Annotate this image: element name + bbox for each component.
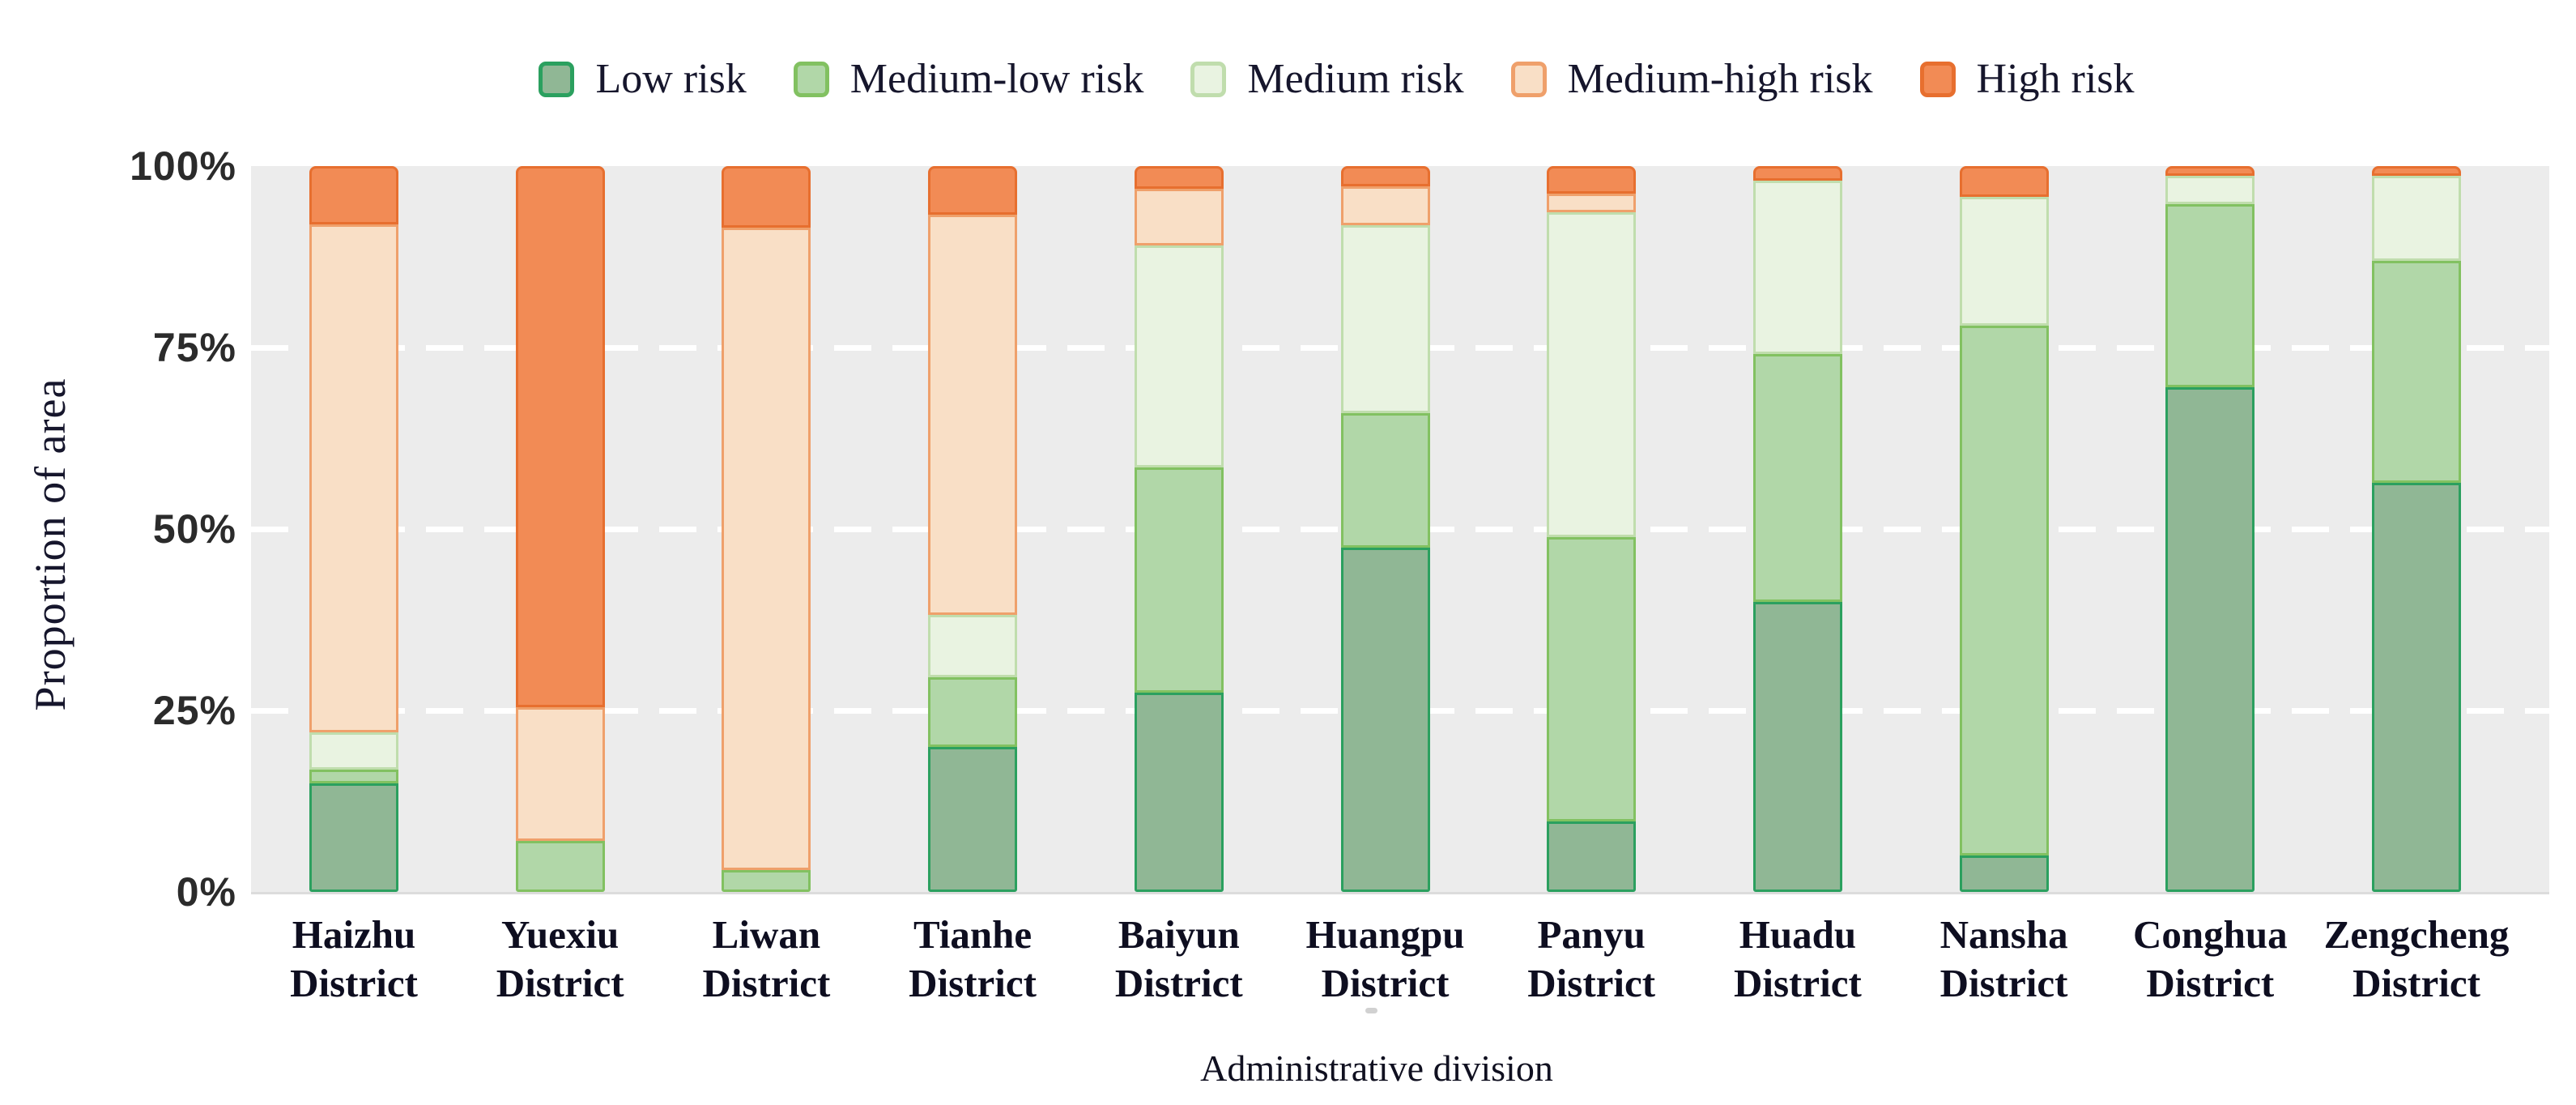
y-tick-0: 0% xyxy=(176,869,236,915)
legend-swatch-medium-risk xyxy=(1190,61,1227,97)
segment-baiyun-medium-high-risk xyxy=(1134,188,1224,245)
legend-label-medium-risk: Medium risk xyxy=(1247,56,1464,102)
legend-swatch-high-risk xyxy=(1919,61,1956,97)
y-tick-50: 50% xyxy=(152,506,236,552)
legend-item-medium-risk: Medium risk xyxy=(1190,55,1464,103)
segment-baiyun-high-risk xyxy=(1134,166,1224,189)
x-label-liwan: Liwan District xyxy=(702,912,831,1005)
segment-liwan-medium-low-risk xyxy=(722,870,811,892)
x-axis-title: Administrative division xyxy=(1200,1047,1553,1089)
legend: Low risk Medium-low risk Medium risk Medium… xyxy=(0,55,2576,103)
segment-baiyun-low-risk xyxy=(1134,692,1224,892)
bar-panyu xyxy=(1547,166,1637,892)
legend-label-medium-low-risk: Medium-low risk xyxy=(849,56,1144,102)
segment-liwan-medium-high-risk xyxy=(722,228,811,871)
segment-haizhu-high-risk xyxy=(309,166,398,224)
segment-conghua-medium-low-risk xyxy=(2165,203,2255,388)
segment-yuexiu-medium-high-risk xyxy=(515,706,605,842)
x-label-baiyun: Baiyun District xyxy=(1114,912,1243,1005)
segment-tianhe-medium-high-risk xyxy=(928,215,1018,615)
segment-tianhe-medium-low-risk xyxy=(928,676,1018,747)
segment-huangpu-medium-low-risk xyxy=(1340,412,1430,548)
legend-item-low-risk: Low risk xyxy=(539,55,747,103)
segment-huangpu-medium-high-risk xyxy=(1340,186,1430,225)
y-tick-25: 25% xyxy=(152,688,236,733)
bar-huadu xyxy=(1752,166,1842,892)
legend-label-high-risk: High risk xyxy=(1976,56,2135,102)
legend-label-low-risk: Low risk xyxy=(595,56,747,102)
segment-conghua-high-risk xyxy=(2165,166,2255,176)
x-label-zengcheng: Zengcheng District xyxy=(2323,912,2510,1005)
segment-haizhu-medium-high-risk xyxy=(309,224,398,732)
segment-panyu-high-risk xyxy=(1547,166,1637,194)
legend-item-high-risk: High risk xyxy=(1919,55,2135,103)
bar-zengcheng xyxy=(2372,166,2461,892)
segment-yuexiu-medium-low-risk xyxy=(515,841,605,892)
bar-huangpu xyxy=(1340,166,1430,892)
legend-item-medium-high-risk: Medium-high risk xyxy=(1510,55,1873,103)
segment-liwan-high-risk xyxy=(722,166,811,228)
segment-huadu-high-risk xyxy=(1752,166,1842,181)
x-label-conghua: Conghua District xyxy=(2132,912,2288,1005)
segment-huangpu-medium-risk xyxy=(1340,224,1430,413)
segment-zengcheng-low-risk xyxy=(2372,482,2461,892)
segment-nansha-high-risk xyxy=(1959,166,2049,197)
segment-huangpu-low-risk xyxy=(1340,548,1430,892)
y-tick-75: 75% xyxy=(152,325,236,370)
segment-nansha-medium-risk xyxy=(1959,196,2049,326)
segment-panyu-medium-high-risk xyxy=(1547,194,1637,213)
x-label-haizhu: Haizhu District xyxy=(290,912,418,1005)
segment-huadu-medium-risk xyxy=(1752,180,1842,355)
segment-huangpu-high-risk xyxy=(1340,166,1430,187)
segment-yuexiu-high-risk xyxy=(515,166,605,707)
bar-haizhu xyxy=(309,166,398,892)
x-label-panyu: Panyu District xyxy=(1527,912,1656,1005)
segment-nansha-medium-low-risk xyxy=(1959,326,2049,856)
segment-huadu-low-risk xyxy=(1752,601,1842,892)
segment-tianhe-high-risk xyxy=(928,166,1018,215)
segment-panyu-medium-risk xyxy=(1547,212,1637,537)
plot-area xyxy=(251,166,2549,894)
bar-baiyun xyxy=(1134,166,1224,892)
x-label-nansha: Nansha District xyxy=(1939,912,2068,1005)
segment-huadu-medium-low-risk xyxy=(1752,354,1842,602)
y-tick-100: 100% xyxy=(130,143,236,189)
segment-zengcheng-medium-risk xyxy=(2372,175,2461,262)
x-label-huadu: Huadu District xyxy=(1733,912,1862,1005)
segment-zengcheng-medium-low-risk xyxy=(2372,261,2461,483)
segment-baiyun-medium-risk xyxy=(1134,245,1224,467)
segment-tianhe-medium-risk xyxy=(928,614,1018,677)
segment-haizhu-medium-risk xyxy=(309,732,398,770)
segment-tianhe-low-risk xyxy=(928,746,1018,892)
bar-yuexiu xyxy=(515,166,605,892)
segment-zengcheng-high-risk xyxy=(2372,166,2461,176)
segment-baiyun-medium-low-risk xyxy=(1134,467,1224,693)
legend-swatch-medium-low-risk xyxy=(793,61,829,97)
legend-swatch-medium-high-risk xyxy=(1510,61,1547,97)
segment-haizhu-medium-low-risk xyxy=(309,770,398,783)
segment-panyu-low-risk xyxy=(1547,821,1637,892)
segment-conghua-medium-risk xyxy=(2165,175,2255,204)
bar-conghua xyxy=(2165,166,2255,892)
x-label-tianhe: Tianhe District xyxy=(909,912,1037,1005)
legend-item-medium-low-risk: Medium-low risk xyxy=(793,55,1144,103)
segment-nansha-low-risk xyxy=(1959,855,2049,892)
bar-nansha xyxy=(1959,166,2049,892)
x-label-huangpu: Huangpu District xyxy=(1305,912,1465,1005)
smudge-artifact xyxy=(1365,1008,1377,1013)
segment-panyu-medium-low-risk xyxy=(1547,536,1637,822)
x-label-yuexiu: Yuexiu District xyxy=(496,912,624,1005)
legend-label-medium-high-risk: Medium-high risk xyxy=(1567,56,1873,102)
bar-liwan xyxy=(722,166,811,892)
bar-tianhe xyxy=(928,166,1018,892)
segment-conghua-low-risk xyxy=(2165,387,2255,892)
legend-swatch-low-risk xyxy=(539,61,575,97)
segment-haizhu-low-risk xyxy=(309,783,398,892)
